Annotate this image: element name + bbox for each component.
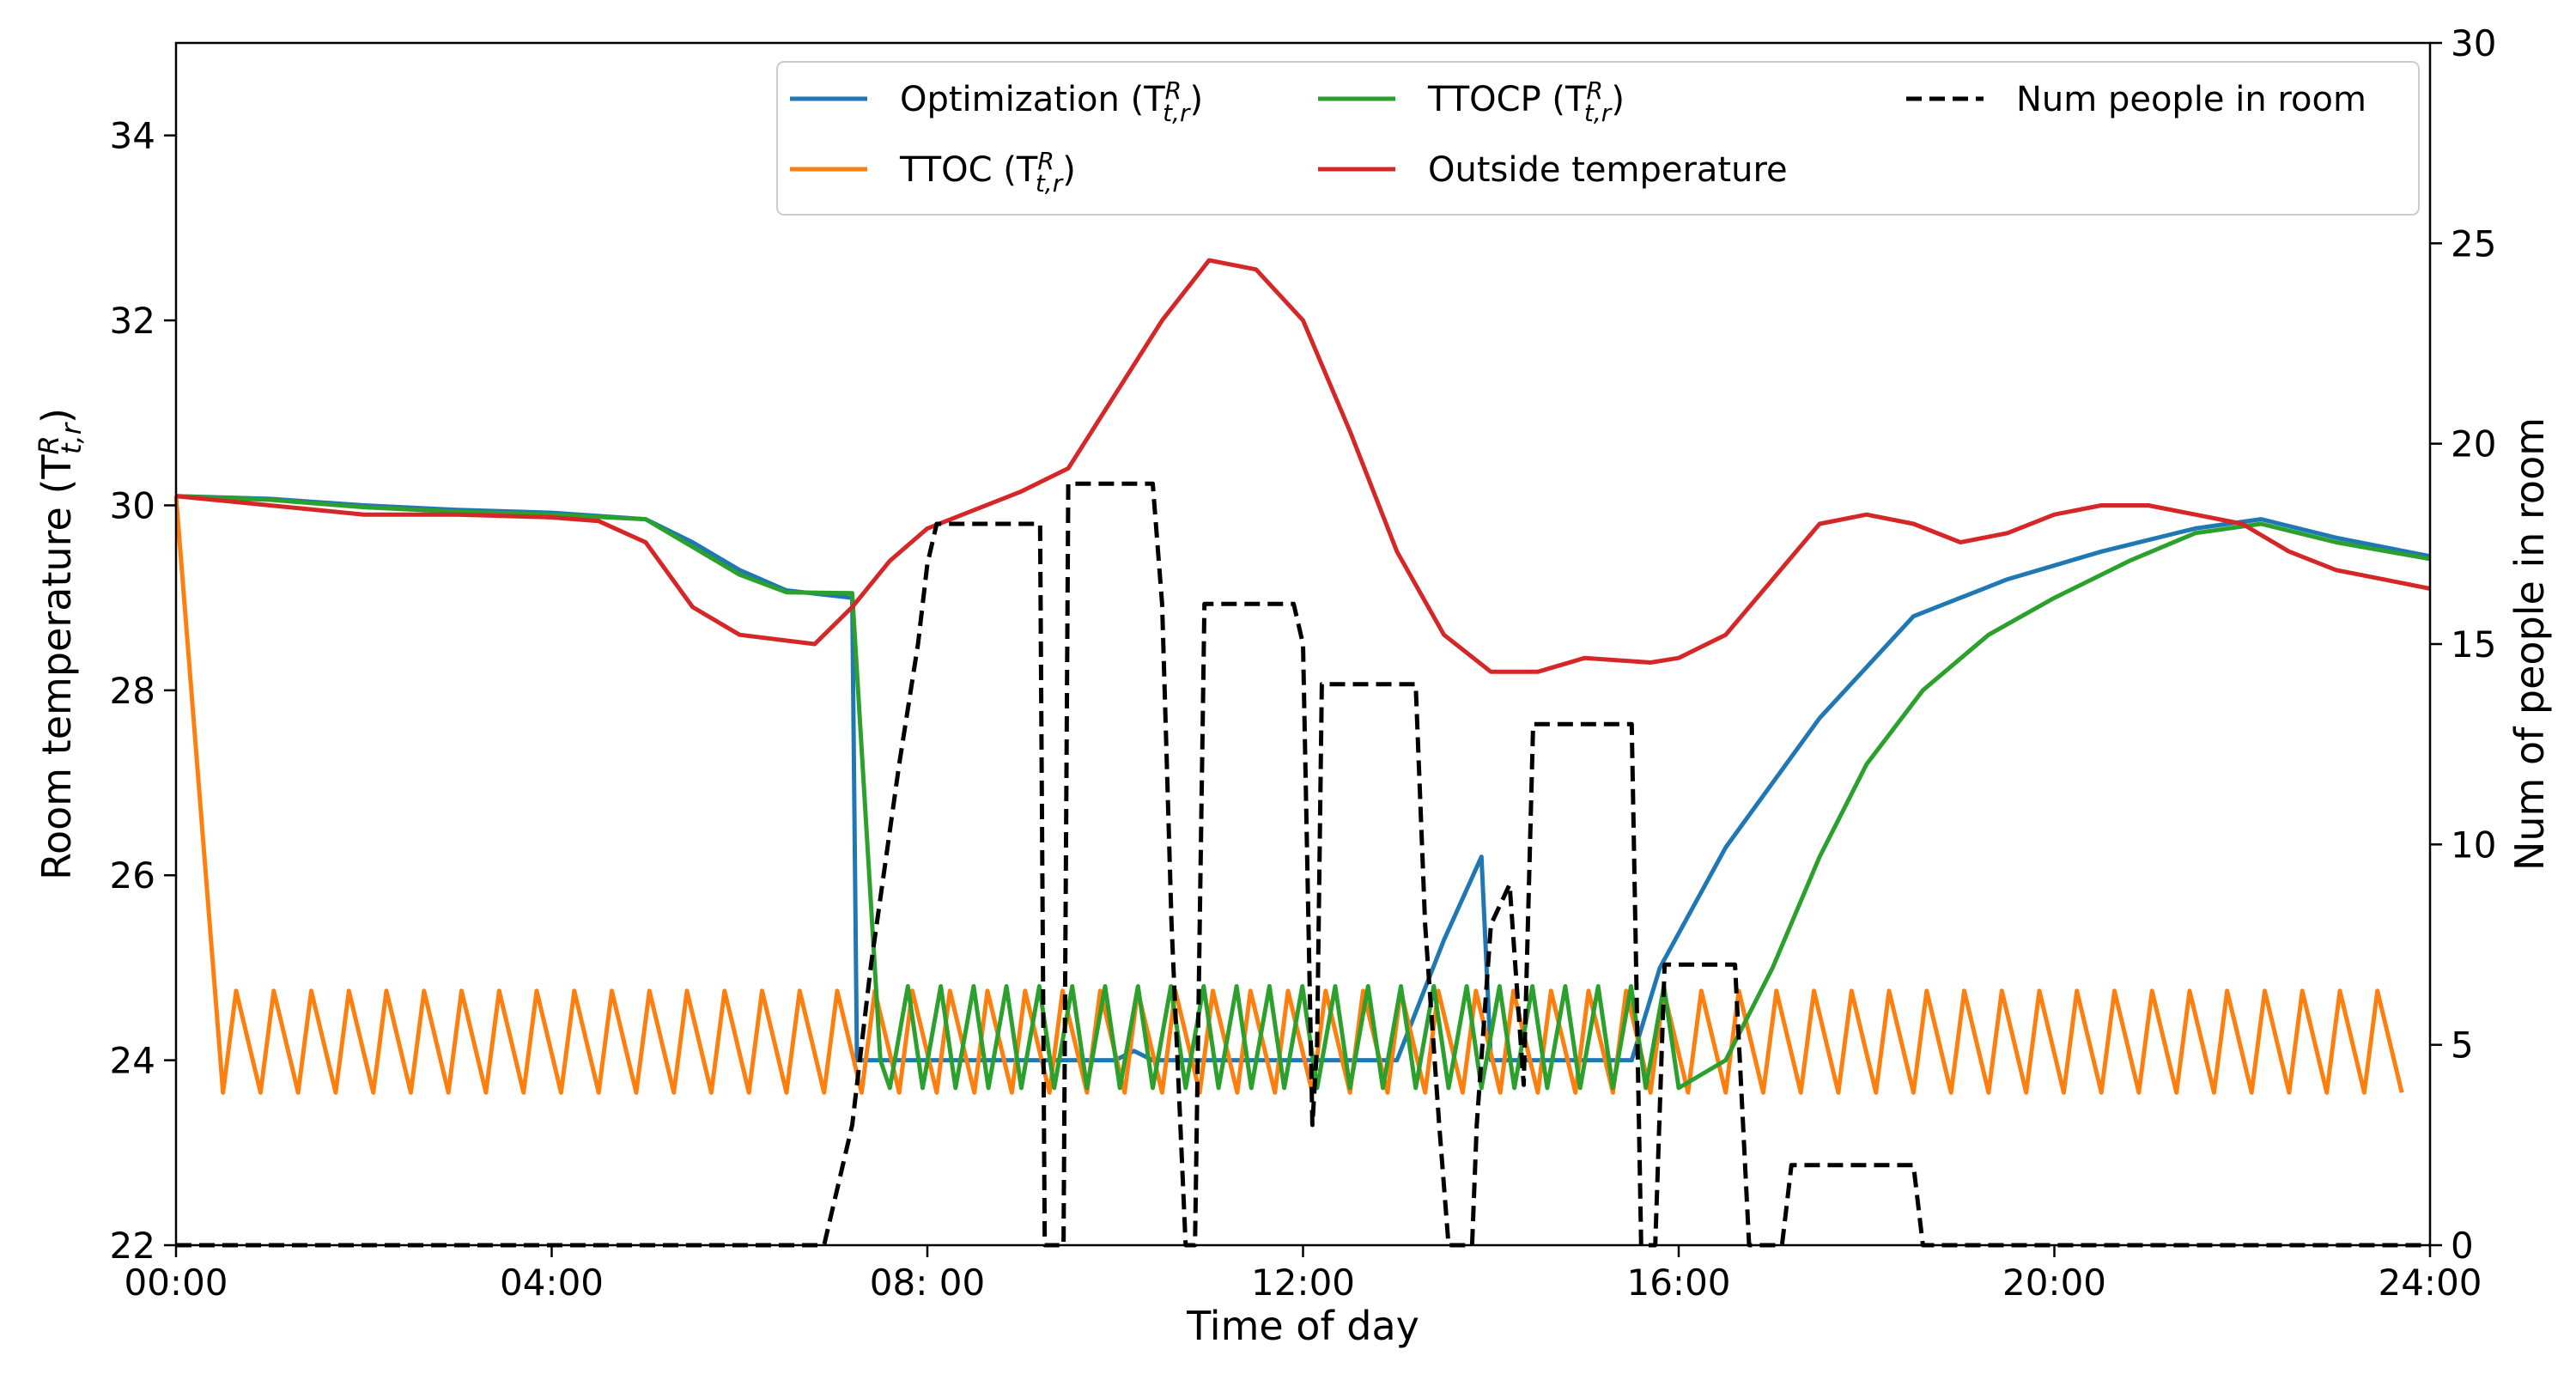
x-tick-label: 08: 00 bbox=[870, 1262, 985, 1304]
x-tick-label: 12:00 bbox=[1251, 1262, 1355, 1304]
x-tick-label: 04:00 bbox=[500, 1262, 604, 1304]
x-tick-label: 16:00 bbox=[1626, 1262, 1730, 1304]
legend-label: TTOC (TR t,r) bbox=[899, 147, 1076, 198]
series-line-1 bbox=[173, 495, 2404, 1095]
legend-box bbox=[776, 61, 2420, 216]
y-right-tick-label: 25 bbox=[2451, 222, 2496, 264]
y-left-tick-label: 24 bbox=[110, 1040, 155, 1082]
plot-lines bbox=[173, 258, 2431, 1248]
series-line-4 bbox=[176, 481, 2430, 1248]
plot-frame bbox=[174, 41, 2432, 1247]
y-right-tick-label: 10 bbox=[2451, 824, 2496, 866]
axes: 00:00 04:00 08: 00 12:00 16:00 20:00 24:00 22 24… bbox=[33, 22, 2553, 1349]
series-line-3 bbox=[175, 258, 2431, 674]
y-right-tick-label: 30 bbox=[2451, 22, 2496, 64]
series-line-2 bbox=[175, 494, 2431, 1091]
y-left-tick-label: 34 bbox=[110, 115, 155, 157]
y-right-tick-label: 5 bbox=[2451, 1024, 2474, 1067]
y-left-tick-label: 32 bbox=[110, 300, 155, 342]
legend-label: TTOCP (TR t,r) bbox=[1427, 76, 1625, 127]
y-left-tick-label: 26 bbox=[110, 854, 155, 897]
legend-label: Optimization (TR t,r) bbox=[900, 76, 1203, 127]
x-tick-label: 00:00 bbox=[124, 1262, 228, 1304]
y-left-tick-label: 28 bbox=[110, 670, 155, 712]
x-tick-label: 20:00 bbox=[2002, 1262, 2106, 1304]
legend-label: Outside temperature bbox=[1428, 150, 1788, 190]
y-right-tick-label: 15 bbox=[2451, 623, 2496, 666]
y-right-tick-label: 20 bbox=[2451, 423, 2496, 465]
x-axis-label: Time of day bbox=[1186, 1303, 1419, 1349]
y-right-tick-label: 0 bbox=[2451, 1225, 2474, 1267]
y-left-tick-label: 22 bbox=[110, 1225, 155, 1267]
legend-label: Num people in room bbox=[2016, 80, 2366, 119]
y-left-tick-label: 30 bbox=[110, 484, 155, 526]
x-tick-label: 24:00 bbox=[2378, 1262, 2482, 1304]
y-right-axis-label: Num of people in room bbox=[2506, 417, 2553, 871]
legend: Optimization (TR t,r) TTOC (TR t,r) TTOCP (T… bbox=[776, 61, 2420, 216]
y-left-axis-label: Room temperature (TRt,r) bbox=[33, 408, 88, 880]
